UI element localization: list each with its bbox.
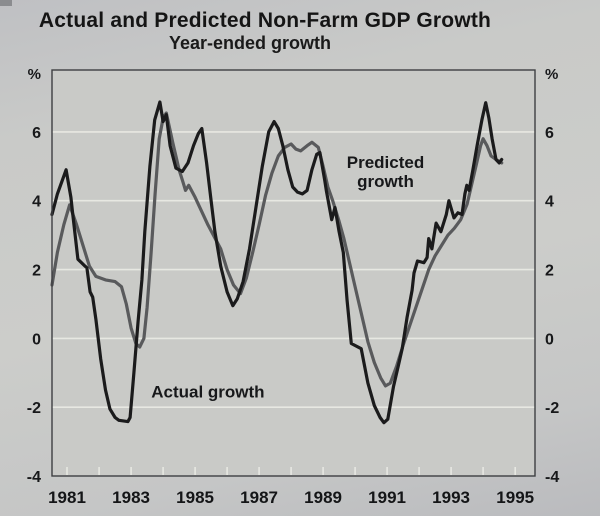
y-axis-label-left: 4 (32, 194, 41, 211)
y-axis-label-right: 0 (545, 331, 554, 348)
y-axis-label-left: 6 (32, 125, 41, 142)
y-axis-label-right: -4 (545, 469, 559, 486)
x-axis-label: 1991 (368, 488, 406, 507)
y-axis-label-left: 0 (32, 331, 41, 348)
y-unit-left: % (28, 66, 41, 83)
y-axis-label-left: -4 (27, 469, 41, 486)
y-axis-label-right: 6 (545, 125, 554, 142)
series-annotation: Predicted (347, 153, 424, 172)
x-axis-label: 1981 (48, 488, 86, 507)
plot-area (52, 70, 535, 476)
x-axis-label: 1995 (496, 488, 534, 507)
plot-frame (51, 69, 536, 477)
y-axis-label-left: -2 (27, 400, 41, 417)
scan-artifact (0, 0, 12, 6)
actual-growth-line (50, 100, 504, 425)
x-axis-label: 1985 (176, 488, 214, 507)
y-axis-label-right: 4 (545, 194, 554, 211)
x-axis-label: 1983 (112, 488, 150, 507)
chart-title: Actual and Predicted Non-Farm GDP Growth (38, 9, 492, 32)
chart-subtitle: Year-ended growth (168, 33, 332, 53)
y-axis-label-right: 2 (545, 263, 554, 280)
x-axis-label: 1993 (432, 488, 470, 507)
x-axis-label: 1989 (304, 488, 342, 507)
y-unit-right: % (545, 66, 558, 83)
y-axis-label-left: 2 (32, 263, 41, 280)
series-annotation: Actual growth (151, 383, 264, 402)
y-axis-label-right: -2 (545, 400, 559, 417)
series-annotation: growth (357, 172, 414, 191)
x-axis-label: 1987 (240, 488, 278, 507)
